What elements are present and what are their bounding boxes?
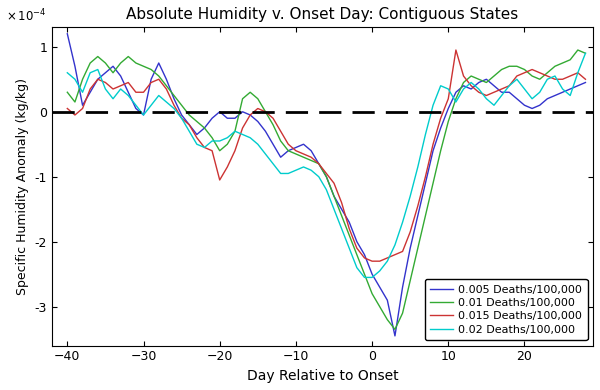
0.02 Deaths/100,000 [102, 87, 109, 91]
0.02 Deaths/100,000 [239, 132, 246, 137]
0.015 Deaths/100,000 [361, 255, 368, 260]
0.005 Deaths/100,000 [239, 110, 246, 114]
0.02 Deaths/100,000 [361, 275, 368, 280]
Y-axis label: Specific Humidity Anomaly (kg/kg): Specific Humidity Anomaly (kg/kg) [16, 78, 29, 295]
0.01 Deaths/100,000 [574, 48, 581, 52]
0.005 Deaths/100,000 [64, 32, 71, 36]
0.015 Deaths/100,000 [452, 48, 460, 52]
0.005 Deaths/100,000 [582, 80, 589, 85]
0.005 Deaths/100,000 [391, 333, 398, 338]
0.02 Deaths/100,000 [232, 129, 239, 133]
Text: $\times\,10^{-4}$: $\times\,10^{-4}$ [6, 7, 47, 24]
0.015 Deaths/100,000 [475, 90, 482, 95]
0.02 Deaths/100,000 [582, 51, 589, 56]
0.02 Deaths/100,000 [368, 275, 376, 280]
0.01 Deaths/100,000 [582, 51, 589, 56]
Line: 0.02 Deaths/100,000: 0.02 Deaths/100,000 [67, 53, 586, 277]
0.015 Deaths/100,000 [148, 80, 155, 85]
0.015 Deaths/100,000 [368, 259, 376, 264]
0.02 Deaths/100,000 [64, 71, 71, 75]
0.005 Deaths/100,000 [102, 71, 109, 75]
0.02 Deaths/100,000 [163, 100, 170, 105]
0.01 Deaths/100,000 [391, 327, 398, 332]
Title: Absolute Humidity v. Onset Day: Contiguous States: Absolute Humidity v. Onset Day: Contiguo… [127, 7, 518, 22]
0.015 Deaths/100,000 [163, 87, 170, 91]
0.005 Deaths/100,000 [232, 116, 239, 121]
0.01 Deaths/100,000 [467, 74, 475, 78]
X-axis label: Day Relative to Onset: Day Relative to Onset [247, 369, 398, 383]
0.005 Deaths/100,000 [163, 77, 170, 82]
0.005 Deaths/100,000 [574, 83, 581, 88]
0.01 Deaths/100,000 [361, 272, 368, 277]
0.01 Deaths/100,000 [64, 90, 71, 95]
0.015 Deaths/100,000 [582, 77, 589, 82]
Line: 0.015 Deaths/100,000: 0.015 Deaths/100,000 [67, 50, 586, 261]
0.01 Deaths/100,000 [148, 67, 155, 72]
Line: 0.01 Deaths/100,000: 0.01 Deaths/100,000 [67, 50, 586, 330]
0.015 Deaths/100,000 [102, 80, 109, 85]
0.005 Deaths/100,000 [361, 252, 368, 257]
0.015 Deaths/100,000 [64, 106, 71, 111]
0.015 Deaths/100,000 [574, 71, 581, 75]
Legend: 0.005 Deaths/100,000, 0.01 Deaths/100,000, 0.015 Deaths/100,000, 0.02 Deaths/100: 0.005 Deaths/100,000, 0.01 Deaths/100,00… [425, 279, 587, 340]
Line: 0.005 Deaths/100,000: 0.005 Deaths/100,000 [67, 34, 586, 336]
0.01 Deaths/100,000 [102, 61, 109, 66]
0.01 Deaths/100,000 [163, 83, 170, 88]
0.02 Deaths/100,000 [574, 71, 581, 75]
0.01 Deaths/100,000 [566, 57, 574, 62]
